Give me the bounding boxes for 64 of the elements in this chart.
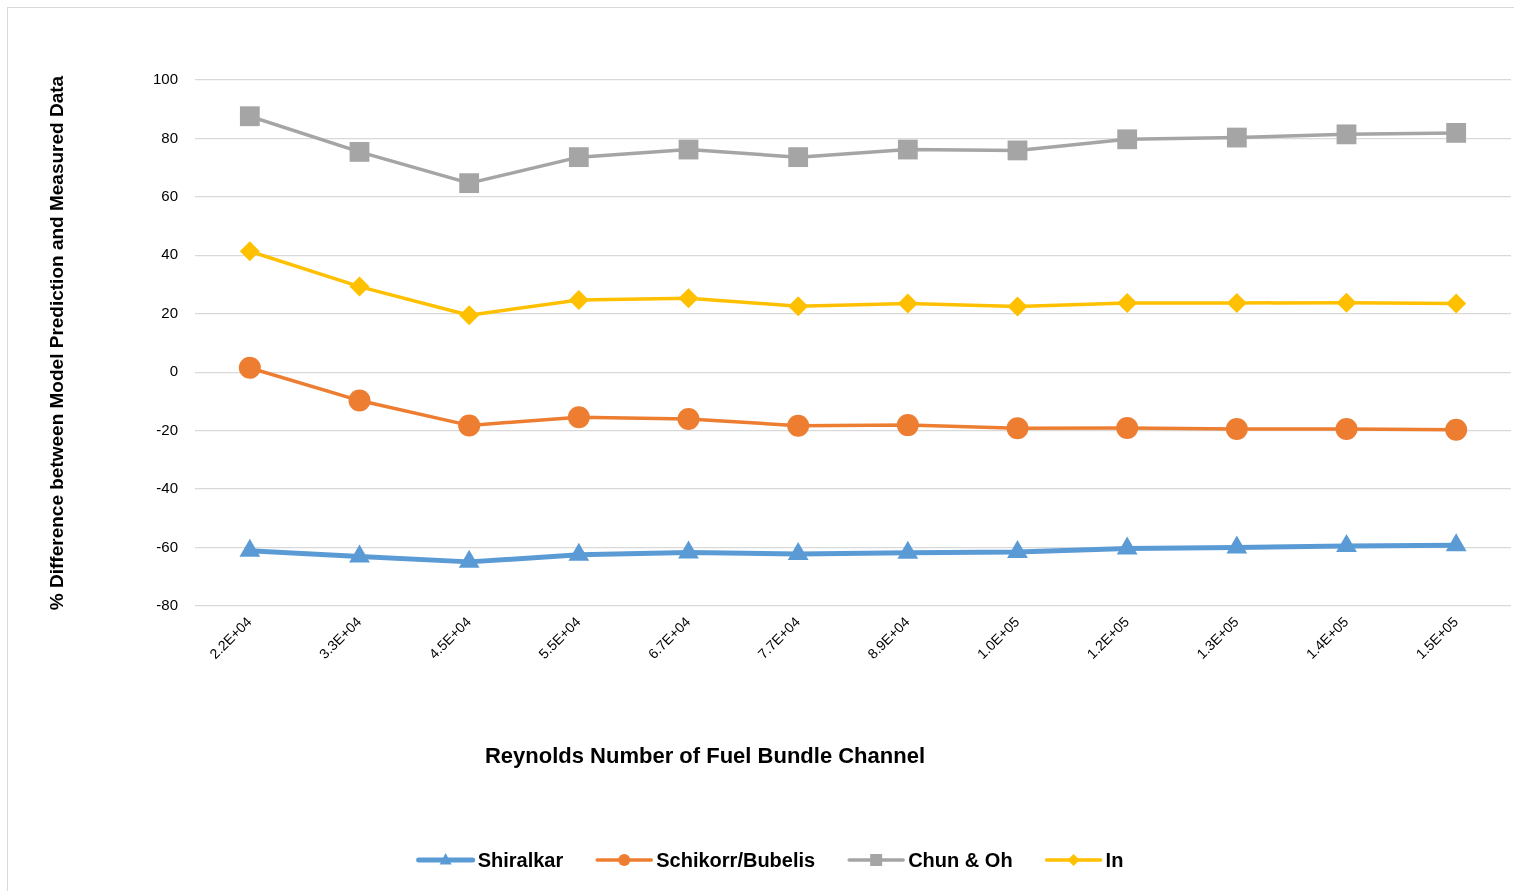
point	[1226, 292, 1247, 313]
point	[568, 290, 589, 311]
point	[1336, 534, 1357, 553]
point	[349, 141, 370, 162]
point	[1007, 539, 1028, 558]
point	[788, 296, 809, 317]
point	[1117, 292, 1138, 313]
point	[568, 542, 590, 561]
point	[1006, 417, 1029, 440]
point	[1336, 292, 1357, 313]
point	[1336, 124, 1357, 145]
point	[459, 305, 480, 326]
point	[678, 139, 699, 160]
point	[897, 540, 919, 559]
x-axis-title: Reynolds Number of Fuel Bundle Channel	[484, 743, 926, 769]
point	[787, 414, 810, 437]
point	[238, 356, 261, 379]
y-tick-label: -20	[156, 420, 178, 438]
point	[239, 241, 260, 262]
point	[787, 541, 809, 560]
point	[897, 139, 918, 160]
point	[458, 414, 481, 437]
point	[1335, 417, 1358, 440]
point	[349, 544, 370, 563]
y-tick-label: -40	[156, 479, 178, 497]
y-tick-label: 0	[169, 362, 178, 380]
point	[1225, 417, 1248, 440]
point	[788, 147, 809, 168]
legend-label: Schikorr/Bubelis	[656, 848, 816, 871]
legend-label: Shiralkar	[477, 848, 564, 871]
point	[1117, 129, 1138, 150]
point	[1445, 533, 1467, 552]
point	[1007, 140, 1028, 161]
point	[459, 173, 480, 194]
y-tick-label: 40	[161, 245, 178, 263]
point	[239, 106, 260, 127]
point	[1445, 418, 1468, 441]
point	[1446, 293, 1467, 314]
point	[678, 540, 699, 559]
point	[1226, 127, 1247, 148]
y-tick-label: -60	[156, 537, 178, 555]
point	[1116, 536, 1138, 555]
point	[239, 538, 261, 557]
point	[896, 414, 919, 437]
y-tick-label: -80	[156, 596, 178, 614]
y-tick-label: 60	[161, 187, 178, 205]
point	[568, 147, 589, 168]
point	[1116, 417, 1139, 440]
point	[458, 549, 480, 568]
point	[677, 407, 700, 430]
y-tick-label: 80	[161, 128, 178, 146]
point	[1226, 535, 1248, 554]
y-tick-label: 100	[152, 70, 178, 88]
legend-label: Chun & Oh	[908, 848, 1013, 871]
y-axis-title: % Difference between Model Prediction and Measured Data	[45, 75, 67, 611]
point	[1007, 296, 1028, 317]
point	[897, 293, 918, 314]
y-tick-label: 20	[161, 303, 178, 321]
point	[678, 288, 699, 309]
point	[567, 406, 590, 429]
legend-label: In	[1105, 848, 1124, 871]
point	[1446, 122, 1467, 143]
point	[349, 276, 370, 297]
point	[348, 389, 371, 412]
